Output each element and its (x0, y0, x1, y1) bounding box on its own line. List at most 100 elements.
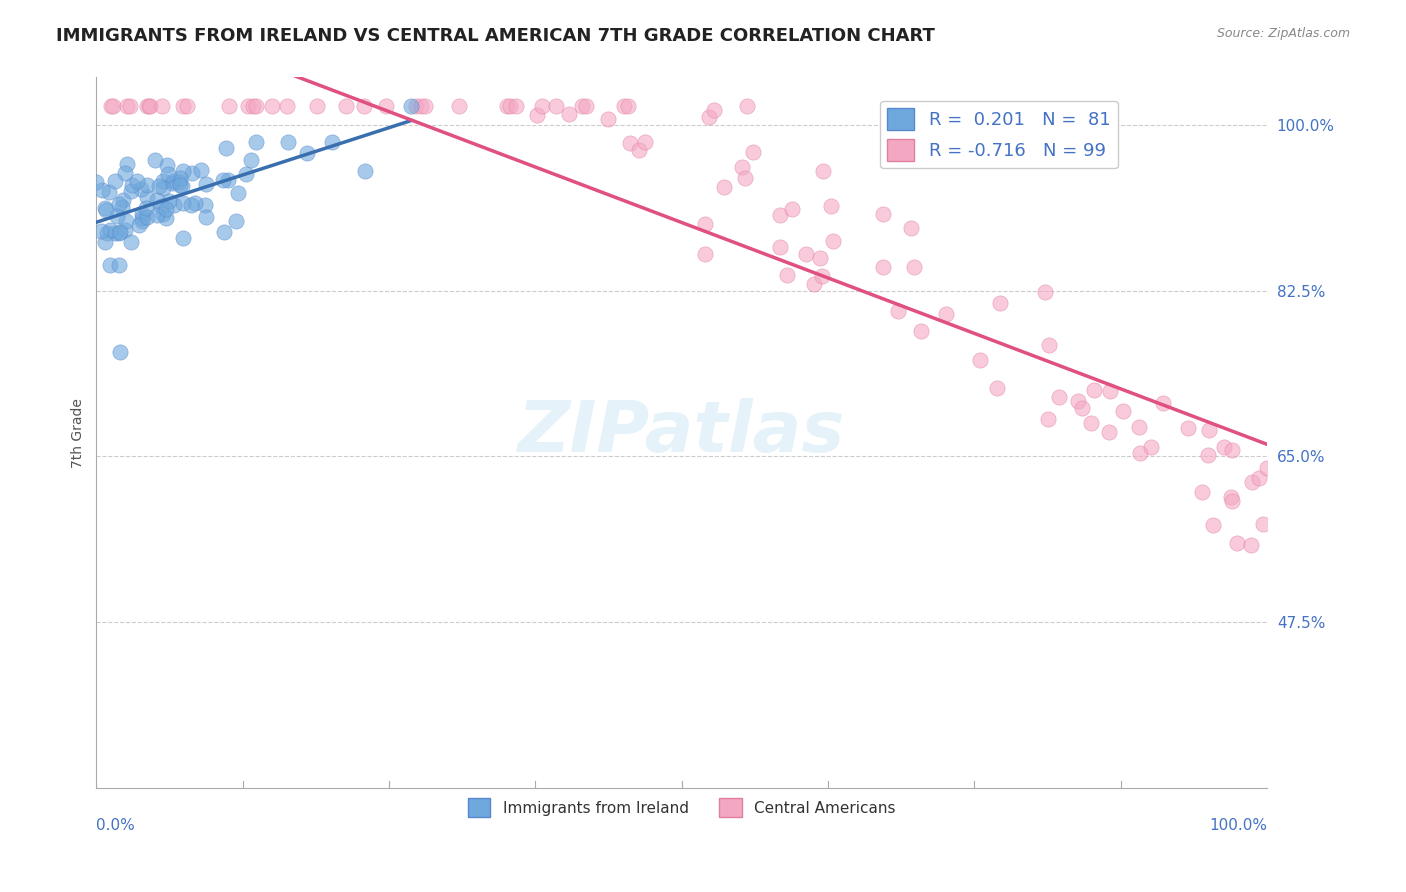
Point (575, 99, 598, 113)
Point (1111, 403, 1133, 417)
Point (131, 182, 153, 196)
Point (697, 110, 720, 124)
Point (1067, 394, 1090, 409)
Point (1256, 461, 1278, 475)
Point (1047, 390, 1070, 404)
Point (803, 277, 825, 291)
Point (1177, 421, 1199, 435)
Point (170, 178, 193, 193)
Point (1191, 485, 1213, 500)
Point (634, 136, 657, 150)
Point (90, 224, 112, 238)
Point (713, 180, 735, 194)
Point (146, 193, 169, 207)
Point (128, 219, 150, 233)
Point (1202, 517, 1225, 532)
Point (405, 99, 427, 113)
Text: Source: ZipAtlas.com: Source: ZipAtlas.com (1216, 27, 1350, 40)
Point (703, 103, 725, 117)
Point (114, 223, 136, 237)
Point (820, 199, 842, 213)
Point (262, 99, 284, 113)
Legend: Immigrants from Ireland, Central Americans: Immigrants from Ireland, Central America… (461, 792, 903, 823)
Point (155, 211, 177, 226)
Point (212, 173, 235, 187)
Point (935, 307, 957, 321)
Point (169, 178, 191, 193)
Point (115, 157, 138, 171)
Point (217, 173, 239, 187)
Point (176, 99, 198, 113)
Point (399, 99, 422, 113)
Point (236, 99, 259, 113)
Point (136, 190, 159, 204)
Point (145, 208, 167, 222)
Point (155, 202, 177, 216)
Point (1251, 517, 1274, 532)
Point (138, 99, 160, 113)
Point (150, 199, 173, 213)
Point (1080, 416, 1102, 430)
Point (1226, 536, 1249, 550)
Point (900, 221, 922, 235)
Point (1213, 440, 1236, 454)
Point (115, 99, 138, 113)
Text: ZIPatlas: ZIPatlas (517, 398, 845, 467)
Point (235, 167, 257, 181)
Point (872, 206, 894, 220)
Point (156, 167, 179, 181)
Point (903, 260, 925, 275)
Point (617, 99, 640, 113)
Point (100, 99, 122, 113)
Point (108, 258, 131, 272)
Point (104, 226, 127, 240)
Point (734, 171, 756, 186)
Point (195, 210, 218, 224)
Point (1140, 440, 1163, 454)
Point (1129, 446, 1152, 460)
Point (108, 196, 131, 211)
Point (179, 198, 201, 212)
Point (1198, 423, 1220, 437)
Point (136, 211, 159, 225)
Point (335, 99, 357, 113)
Point (195, 177, 218, 191)
Point (163, 198, 186, 212)
Point (240, 153, 263, 168)
Point (103, 99, 125, 113)
Point (152, 207, 174, 221)
Point (695, 218, 717, 232)
Point (571, 99, 593, 113)
Point (505, 99, 527, 113)
Point (872, 260, 894, 274)
Point (887, 304, 910, 318)
Point (986, 381, 1008, 395)
Point (212, 225, 235, 239)
Point (98, 223, 121, 237)
Point (499, 99, 522, 113)
Point (526, 108, 548, 122)
Point (114, 166, 136, 180)
Point (1071, 401, 1094, 415)
Point (169, 175, 191, 189)
Point (98, 258, 121, 272)
Point (769, 208, 792, 222)
Point (135, 201, 157, 215)
Point (731, 160, 754, 174)
Point (613, 99, 636, 113)
Point (245, 135, 267, 149)
Point (172, 231, 194, 245)
Point (969, 352, 991, 367)
Point (228, 186, 250, 200)
Point (225, 214, 247, 228)
Point (276, 99, 298, 113)
Point (108, 227, 131, 241)
Point (94, 235, 117, 249)
Point (1240, 538, 1263, 552)
Point (1098, 425, 1121, 440)
Point (125, 174, 148, 188)
Point (353, 164, 375, 178)
Point (321, 135, 343, 149)
Point (808, 251, 831, 265)
Point (135, 99, 157, 113)
